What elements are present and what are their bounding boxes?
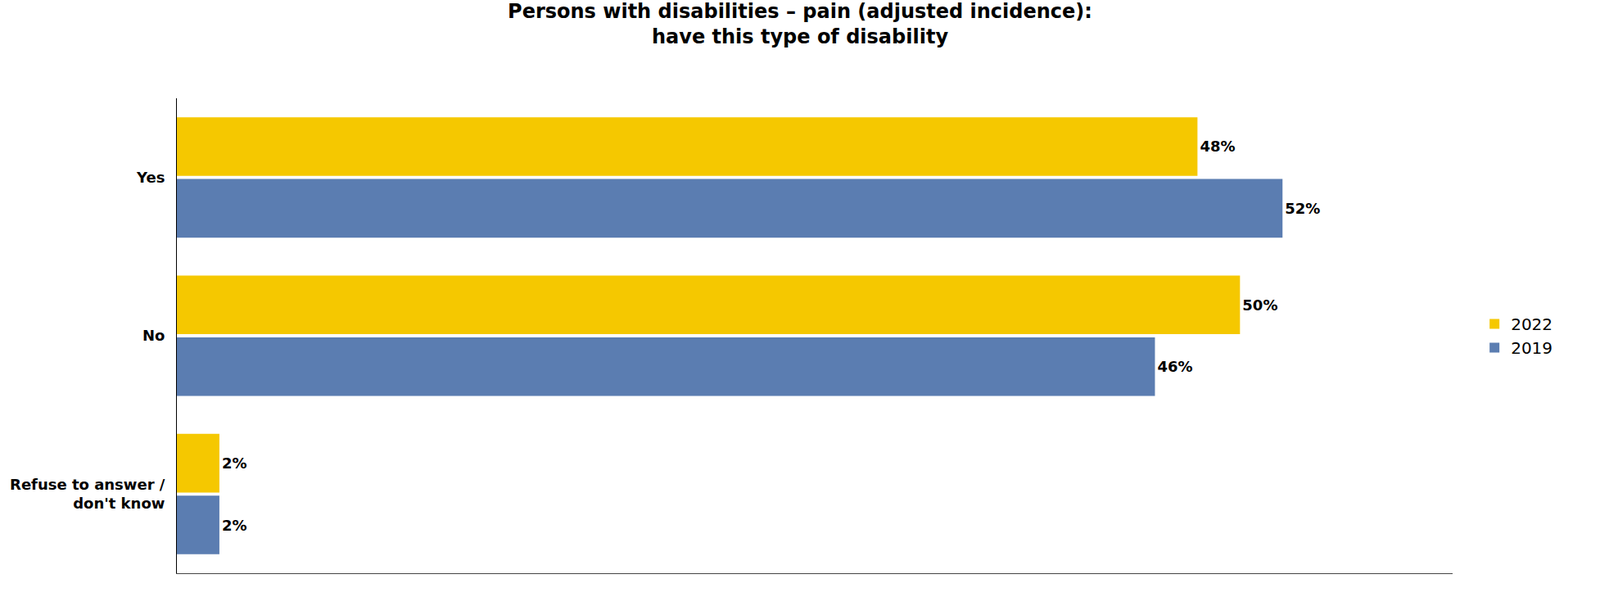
svg-text:52%: 52%	[1284, 199, 1320, 217]
svg-text:Refuse to answer /don't know: Refuse to answer /don't know	[9, 475, 166, 512]
svg-text:No: No	[142, 326, 165, 344]
svg-text:50%: 50%	[1242, 296, 1278, 314]
svg-text:46%: 46%	[1157, 357, 1193, 376]
svg-text:48%: 48%	[1199, 137, 1235, 155]
svg-text:2%: 2%	[221, 516, 248, 534]
svg-text:Persons with disabilities – pa: Persons with disabilities – pain (adjust…	[507, 0, 1093, 49]
svg-text:Yes: Yes	[135, 168, 165, 186]
svg-text:2%: 2%	[221, 454, 248, 472]
svg-text:2022: 2022	[1510, 314, 1553, 335]
svg-text:2019: 2019	[1510, 338, 1553, 358]
